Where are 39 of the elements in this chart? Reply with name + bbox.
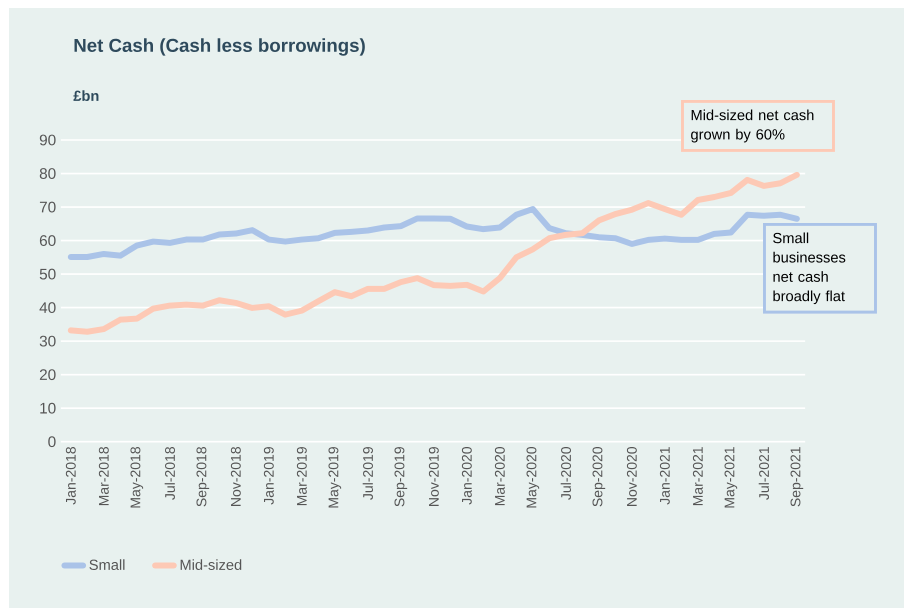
x-tick-label: Nov-2018 xyxy=(230,447,241,506)
y-tick-label: 80 xyxy=(40,168,56,179)
x-tick-label: May-2019 xyxy=(328,447,342,508)
legend-label: Small xyxy=(89,559,124,570)
y-axis-title: £bn xyxy=(73,90,98,102)
x-tick-label: Sep-2020 xyxy=(592,446,606,506)
x-tick-label: Nov-2020 xyxy=(626,446,637,506)
x-tick-label: Jan-2018 xyxy=(66,447,76,505)
x-tick-label: Mar-2018 xyxy=(98,447,109,506)
x-tick-label: Mar-2020 xyxy=(494,446,505,506)
x-tick-label: Jul-2018 xyxy=(164,447,175,500)
x-tick-label: Jan-2021 xyxy=(660,447,670,505)
y-tick-label: 20 xyxy=(40,369,56,380)
x-tick-label: May-2021 xyxy=(724,447,738,508)
x-tick-label: Sep-2018 xyxy=(196,447,210,506)
annotation: Small businesses net cash broadly flat xyxy=(773,232,846,304)
y-tick-label: 50 xyxy=(40,268,56,280)
y-tick-label: 90 xyxy=(40,134,56,146)
x-tick-label: Jul-2020 xyxy=(560,446,571,500)
y-tick-label: 0 xyxy=(48,436,56,448)
x-tick-label: May-2020 xyxy=(526,446,540,508)
y-tick-label: 30 xyxy=(40,336,56,347)
annotation: Mid-sized net cash grown by 60% xyxy=(691,109,814,142)
x-tick-label: Jan-2019 xyxy=(264,447,274,505)
y-tick-label: 70 xyxy=(40,202,56,212)
y-tick-label: 10 xyxy=(40,402,56,414)
legend-label: Mid-sized xyxy=(180,559,242,570)
y-tick-label: 60 xyxy=(40,235,56,246)
y-tick-label: 40 xyxy=(39,302,56,314)
x-tick-label: Jul-2021 xyxy=(758,447,770,500)
chart-title: Net Cash (Cash less borrowings) xyxy=(74,38,365,56)
x-tick-label: Jul-2019 xyxy=(362,447,373,500)
x-tick-label: May-2018 xyxy=(130,447,144,508)
x-tick-label: Sep-2021 xyxy=(790,447,804,506)
x-tick-label: Mar-2019 xyxy=(296,447,307,506)
x-tick-label: Sep-2019 xyxy=(394,447,408,506)
x-tick-label: Jan-2020 xyxy=(462,446,472,505)
x-tick-label: Mar-2021 xyxy=(692,447,703,506)
x-tick-label: Nov-2019 xyxy=(428,447,439,506)
